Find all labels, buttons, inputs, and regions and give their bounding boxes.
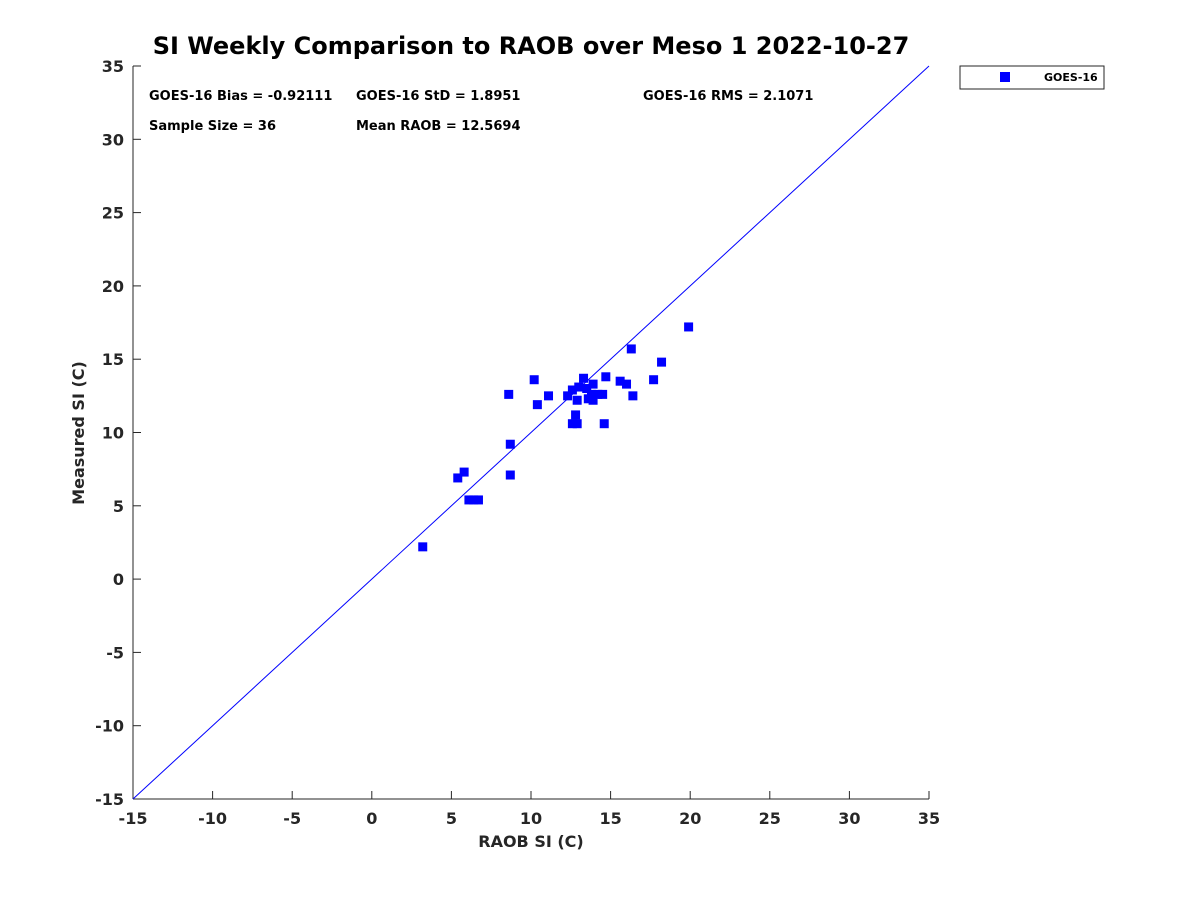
data-point (504, 389, 514, 399)
legend-marker-square-icon (1000, 72, 1010, 82)
data-point (567, 419, 577, 429)
y-tick-label: -10 (95, 717, 124, 736)
x-tick-label: 30 (838, 809, 860, 828)
x-tick-label: -10 (198, 809, 227, 828)
data-point (615, 376, 625, 386)
data-point (574, 382, 584, 392)
data-point (469, 495, 479, 505)
y-tick-label: 10 (102, 424, 124, 443)
data-point (579, 373, 589, 383)
data-point (586, 389, 596, 399)
y-tick-label: -5 (106, 643, 124, 662)
data-point (601, 372, 611, 382)
stat-bias: GOES-16 Bias = -0.92111 (149, 89, 332, 104)
data-point (464, 495, 474, 505)
data-point (505, 470, 515, 480)
data-point (649, 375, 659, 385)
x-tick-label: 10 (520, 809, 542, 828)
data-point (563, 391, 573, 401)
y-tick-label: 30 (102, 130, 124, 149)
y-tick-label: 0 (113, 570, 124, 589)
chart-title: SI Weekly Comparison to RAOB over Meso 1… (153, 32, 910, 60)
legend-box (959, 65, 1105, 90)
statistics-block: GOES-16 Bias = -0.92111 GOES-16 StD = 1.… (149, 89, 813, 134)
y-tick-label: -15 (95, 790, 124, 809)
x-tick-label: 0 (366, 809, 377, 828)
data-point (532, 400, 542, 410)
y-tick-label: 35 (102, 57, 124, 76)
plot-area: -15 -10 -5 0 5 10 15 20 25 30 35 -15 -10 -5 0 5 10 15 20 2… (95, 57, 940, 828)
x-tick-label: 20 (679, 809, 701, 828)
x-tick-label: 35 (918, 809, 940, 828)
legend: GOES-16 (959, 65, 1105, 90)
data-point (473, 495, 483, 505)
data-point (529, 375, 539, 385)
data-point (657, 357, 667, 367)
x-tick-label: -5 (283, 809, 301, 828)
data-point (572, 419, 582, 429)
stat-rms: GOES-16 RMS = 2.1071 (643, 89, 813, 104)
data-point (567, 385, 577, 395)
data-point (459, 467, 469, 477)
data-point (571, 410, 581, 420)
data-point (599, 419, 609, 429)
stat-mean-raob: Mean RAOB = 12.5694 (356, 119, 521, 134)
data-point (598, 389, 608, 399)
x-tick-label: 15 (599, 809, 621, 828)
data-point (572, 395, 582, 405)
data-point (628, 391, 638, 401)
data-point (622, 379, 632, 389)
data-point (626, 344, 636, 354)
data-points (418, 322, 694, 552)
x-tick-label: 5 (446, 809, 457, 828)
data-point (588, 395, 598, 405)
data-point (505, 439, 515, 449)
data-point (418, 542, 428, 552)
x-axis-title: RAOB SI (C) (478, 832, 583, 851)
legend-label-goes-16: GOES-16 (1044, 71, 1098, 84)
y-tick-label: 15 (102, 350, 124, 369)
one-to-one-reference-line (132, 65, 930, 800)
stat-sample-size: Sample Size = 36 (149, 119, 276, 134)
y-axis-ticks: -15 -10 -5 0 5 10 15 20 25 30 35 (95, 57, 141, 809)
y-axis-title: Measured SI (C) (69, 361, 88, 505)
y-tick-label: 20 (102, 277, 124, 296)
data-point (588, 379, 598, 389)
data-point (593, 389, 603, 399)
y-tick-label: 5 (113, 497, 124, 516)
data-point (453, 473, 463, 483)
y-tick-label: 25 (102, 204, 124, 223)
x-tick-label: 25 (759, 809, 781, 828)
data-point (582, 384, 592, 394)
x-axis-ticks: -15 -10 -5 0 5 10 15 20 25 30 35 (119, 791, 940, 828)
data-point (544, 391, 554, 401)
x-tick-label: -15 (119, 809, 148, 828)
stat-std: GOES-16 StD = 1.8951 (356, 89, 520, 104)
data-point (684, 322, 694, 332)
